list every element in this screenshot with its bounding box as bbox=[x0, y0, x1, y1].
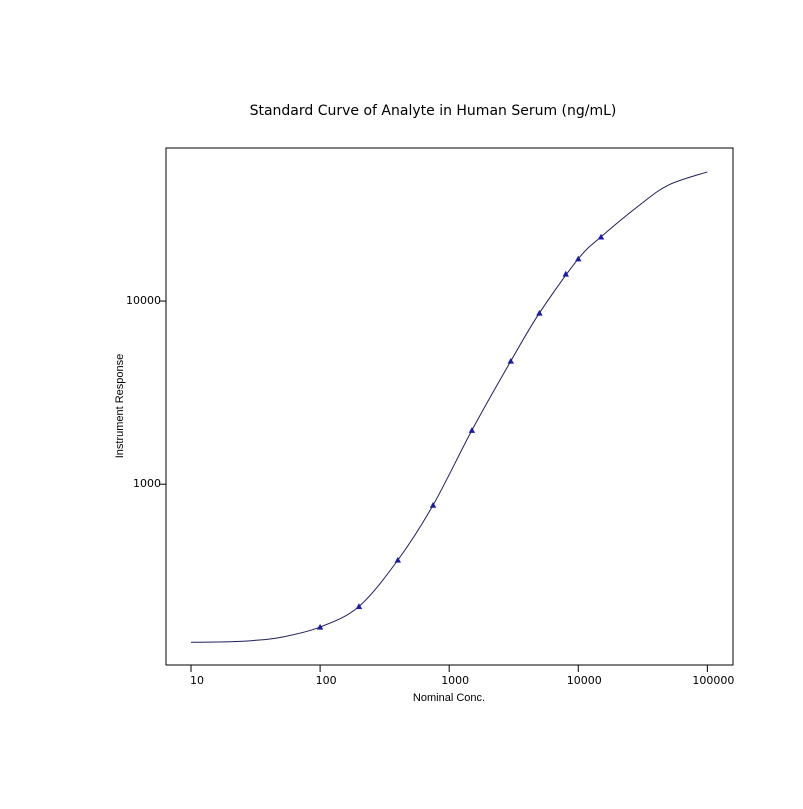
data-point bbox=[429, 501, 437, 508]
data-point bbox=[316, 623, 324, 630]
x-tick-label: 10 bbox=[190, 674, 204, 687]
y-tick-label: 10000 bbox=[126, 294, 161, 307]
y-tick-label: 1000 bbox=[133, 477, 161, 490]
data-point bbox=[394, 556, 402, 563]
x-axis-label: Nominal Conc. bbox=[413, 692, 485, 704]
x-tick-label: 10000 bbox=[567, 674, 602, 687]
data-point bbox=[597, 233, 605, 240]
data-point bbox=[355, 603, 363, 610]
fit-curve bbox=[191, 171, 708, 643]
x-tick-label: 1000 bbox=[441, 674, 469, 687]
data-point bbox=[536, 309, 543, 316]
data-point bbox=[507, 357, 514, 364]
y-axis-label: Instrument Response bbox=[114, 354, 126, 459]
data-point bbox=[575, 255, 582, 262]
data-point bbox=[468, 427, 476, 433]
x-tick-label: 100 bbox=[316, 674, 337, 687]
data-point bbox=[562, 270, 569, 277]
chart-title: Standard Curve of Analyte in Human Serum… bbox=[250, 103, 617, 119]
x-tick-label: 100000 bbox=[692, 674, 734, 687]
